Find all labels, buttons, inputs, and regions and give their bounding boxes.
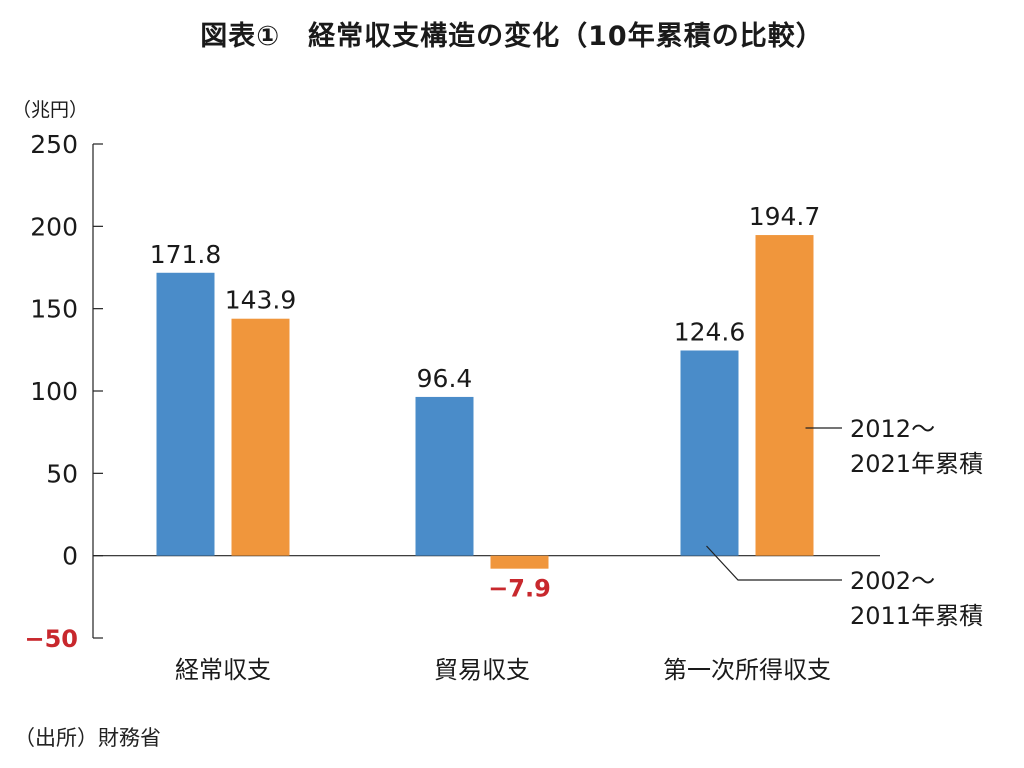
bar [490,555,549,569]
y-tick-label: 150 [30,295,78,324]
legend-label: 2002～ [850,567,935,595]
legend-label: 2011年累積 [850,602,983,630]
bar [755,235,814,556]
category-label: 貿易収支 [434,656,530,684]
data-label: −7.9 [488,575,551,603]
category-label: 第一次所得収支 [663,656,831,684]
bar [231,318,290,556]
data-label: 194.7 [749,202,821,231]
y-tick-label: 50 [46,459,78,488]
bar [156,272,215,556]
data-label: 96.4 [417,364,473,393]
chart-title: 図表① 経常収支構造の変化（10年累積の比較） [200,21,824,52]
y-tick-label: 200 [30,212,78,241]
bar [415,396,474,556]
y-tick-label: −50 [24,625,78,653]
legend-leader-line [706,545,842,581]
legend-label: 2012～ [850,415,935,443]
y-tick-label: 0 [62,542,78,571]
y-unit-label: （兆円） [12,99,88,121]
y-tick-label: 100 [30,377,78,406]
data-label: 124.6 [674,317,746,346]
bar [680,350,739,556]
data-label: 171.8 [150,240,222,269]
category-label: 経常収支 [175,656,271,684]
y-tick-label: 250 [30,130,78,159]
legend-label: 2021年累積 [850,450,983,478]
data-label: 143.9 [225,286,297,315]
source-note: （出所）財務省 [14,726,161,750]
